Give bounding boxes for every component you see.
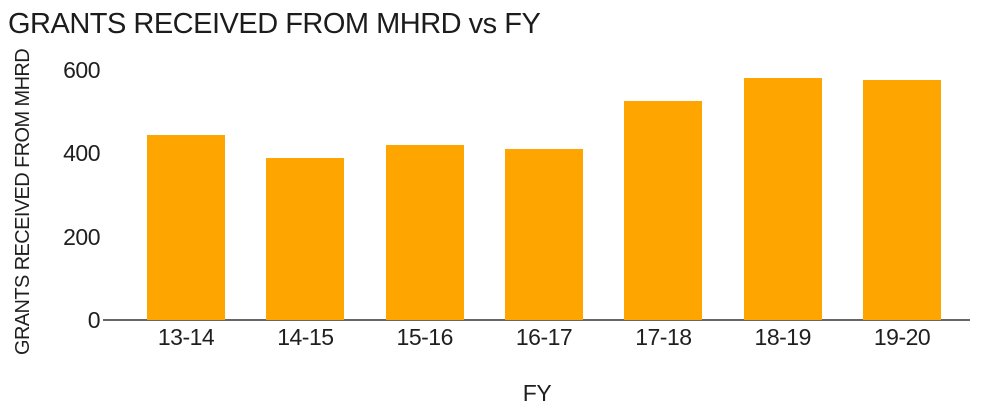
bar-19-20 — [863, 80, 942, 320]
bar-15-16 — [385, 145, 464, 320]
bar-18-19 — [743, 78, 822, 320]
y-tick-label: 600 — [63, 57, 100, 83]
x-tick-label: 15-16 — [396, 324, 454, 350]
bar-13-14 — [147, 134, 226, 320]
chart-title: GRANTS RECEIVED FROM MHRD vs FY — [8, 8, 541, 40]
x-tick-label: 13-14 — [157, 324, 215, 350]
x-axis-title: FY — [522, 380, 552, 406]
bar-16-17 — [505, 149, 584, 320]
x-tick-label: 14-15 — [277, 324, 334, 350]
y-tick-label: 400 — [63, 140, 100, 167]
y-tick-label: 0 — [87, 307, 101, 333]
x-tick-label: 19-20 — [873, 324, 931, 350]
x-tick-label: 18-19 — [754, 324, 812, 350]
bar-14-15 — [266, 157, 345, 320]
x-tick-label: 16-17 — [515, 324, 573, 350]
x-tick-label: 17-18 — [635, 324, 692, 350]
x-axis-line — [103, 319, 970, 321]
y-tick-label: 200 — [63, 223, 100, 250]
bar-17-18 — [624, 101, 703, 320]
